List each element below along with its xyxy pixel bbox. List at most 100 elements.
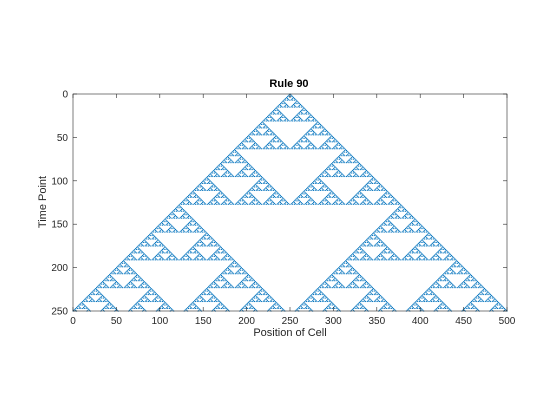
cell-run [129,267,131,269]
cell-run [340,148,342,150]
cell-run [242,202,244,204]
cell-run [285,144,287,146]
cell-run [148,245,150,247]
cell-run [449,253,451,255]
cell-run [322,296,324,298]
cell-run [273,193,275,195]
cell-run [218,175,220,177]
cell-run [241,148,243,150]
cell-run [418,228,420,230]
cell-run [406,214,408,216]
cell-run [437,257,440,259]
cell-run [452,256,454,258]
cell-run [253,170,255,172]
cell-run [313,148,315,150]
cell-run [120,273,122,275]
cell-run [245,287,247,289]
cell-run [208,243,210,245]
cell-run [125,273,127,275]
cell-run [467,273,469,275]
cell-run [364,286,366,288]
cell-run [338,156,340,158]
cell-run [156,259,158,261]
cell-run [200,238,202,240]
cell-run [453,257,455,259]
cell-run [201,229,203,231]
cell-run [358,193,360,195]
cell-run [220,176,223,178]
cell-run [424,243,426,245]
cell-run [318,179,320,181]
cell-run [312,199,314,201]
cell-run [319,125,321,127]
cell-run [273,189,275,191]
cell-run [226,283,228,285]
cell-run [476,287,478,289]
cell-run [188,200,190,202]
cell-run [188,228,190,230]
cell-run [182,229,184,231]
cell-run [243,141,245,143]
cell-run [323,281,325,283]
cell-run [352,156,354,158]
cell-run [361,285,363,287]
cell-run [212,198,214,200]
cell-run [251,138,253,140]
cell-run [330,148,332,150]
cell-run [215,280,217,282]
cell-run [385,245,387,247]
cell-run [269,143,271,145]
cell-run [436,259,438,261]
cell-run [453,262,455,264]
cell-run [331,190,333,192]
cell-run [253,287,255,289]
cell-run [403,231,405,233]
cell-run [149,287,151,289]
cell-run [373,189,375,191]
cell-run [443,280,445,282]
cell-run [231,162,233,164]
cell-run [132,287,134,289]
cell-run [337,162,339,164]
cell-run [401,259,403,261]
cell-run [411,259,413,261]
cell-run [339,287,341,289]
cell-run [168,256,170,258]
cell-run [148,238,150,240]
cell-run [257,292,259,294]
cell-run [252,148,254,150]
cell-run [219,165,221,167]
cell-run [100,282,102,284]
cell-run [197,255,199,257]
cell-run [485,293,487,295]
cell-run [411,249,413,251]
cell-run [236,202,238,204]
cell-run [422,226,424,228]
cell-run [304,113,306,115]
cell-run [256,126,258,128]
cell-run [405,259,407,261]
cell-run [356,203,358,205]
cell-run [370,189,372,191]
cell-run [221,195,223,198]
cell-run [342,160,344,162]
cell-run [337,196,339,198]
cell-run [197,230,199,232]
cell-run [267,120,269,122]
cell-run [220,190,222,192]
cell-run [328,285,330,287]
cell-run [333,162,335,164]
cell-run [366,245,368,247]
cell-run [316,189,318,191]
cell-run [405,209,407,211]
cell-run [96,294,98,296]
cell-run [189,195,191,197]
cell-run [236,262,238,264]
cell-run [260,189,262,191]
cell-run [427,288,429,290]
cell-run [286,103,288,105]
cell-run [234,203,236,205]
cell-run [207,182,209,184]
cell-run [234,260,236,262]
